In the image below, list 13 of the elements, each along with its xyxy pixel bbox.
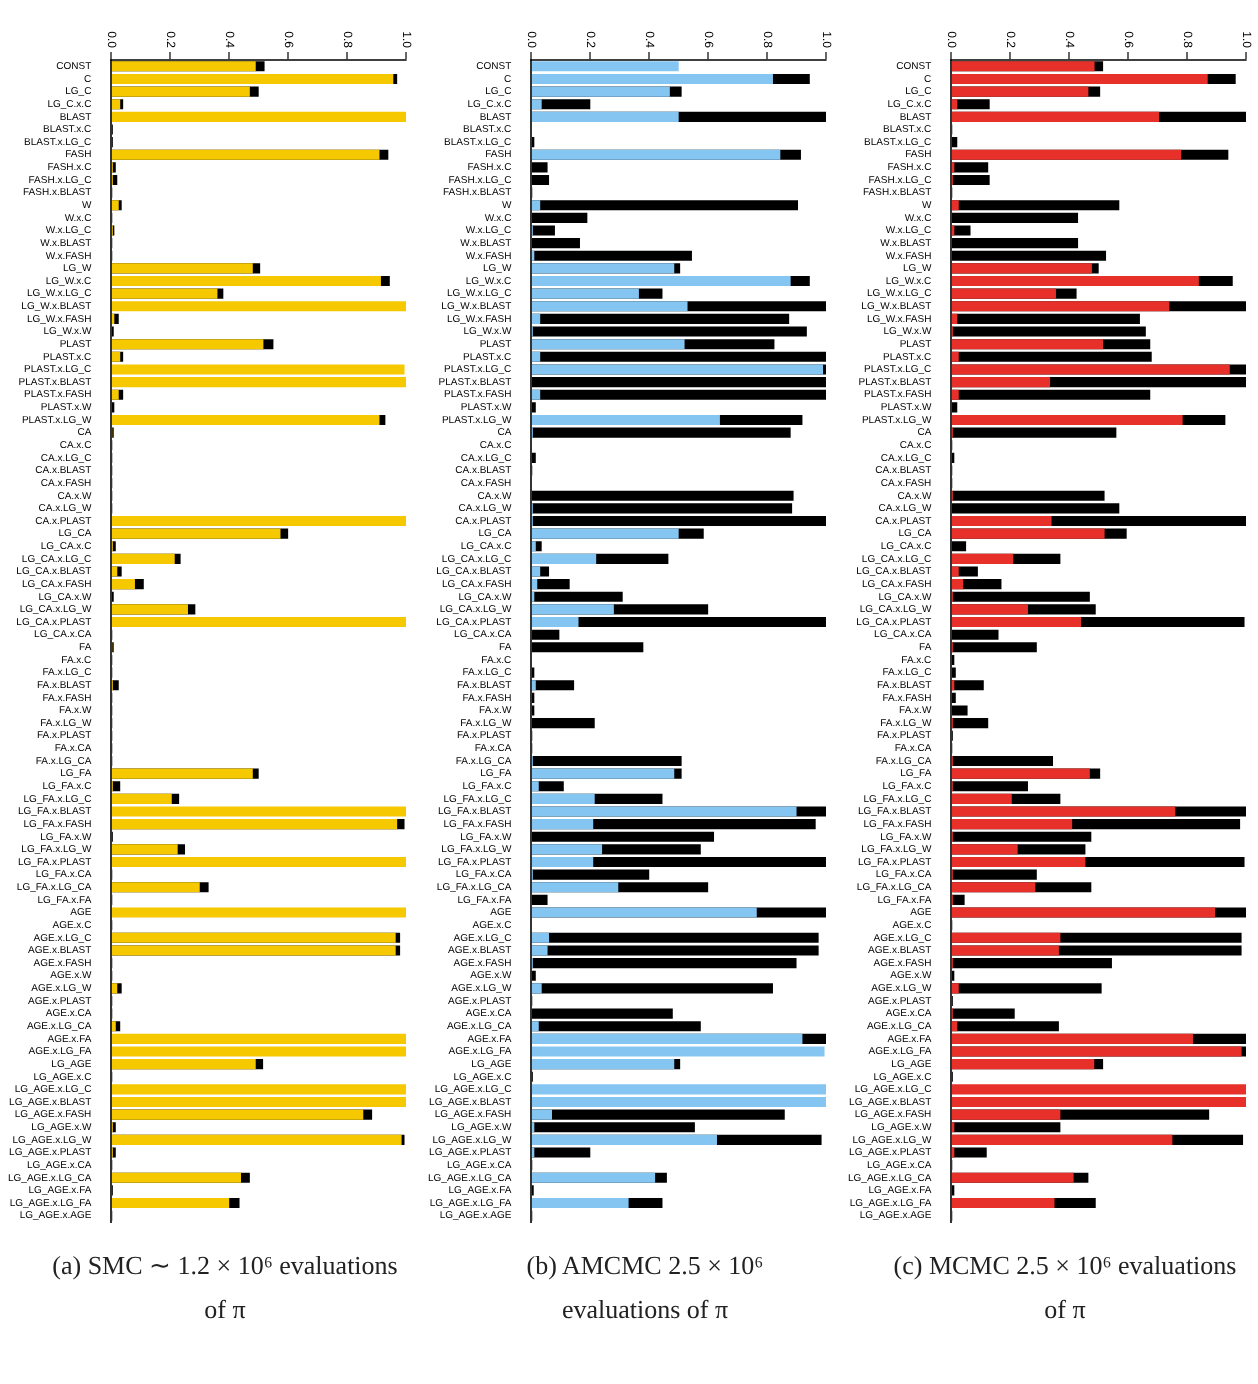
bar <box>951 200 959 211</box>
bar <box>531 389 541 400</box>
bar <box>531 907 757 918</box>
bar <box>531 680 575 691</box>
bar <box>531 200 541 211</box>
bar <box>951 983 959 994</box>
bar <box>111 907 406 918</box>
bar <box>531 983 542 994</box>
text: (a) SMC ∼ 1.2 × 10⁶ evaluations of π <box>50 1248 400 1328</box>
bar <box>951 1198 1055 1209</box>
bar <box>531 1198 629 1209</box>
text: (c) MCMC 2.5 × 10⁶ evaluations of π <box>891 1248 1239 1328</box>
text: (b) AMCMC 2.5 × 10⁶ evaluations of π <box>524 1248 766 1328</box>
